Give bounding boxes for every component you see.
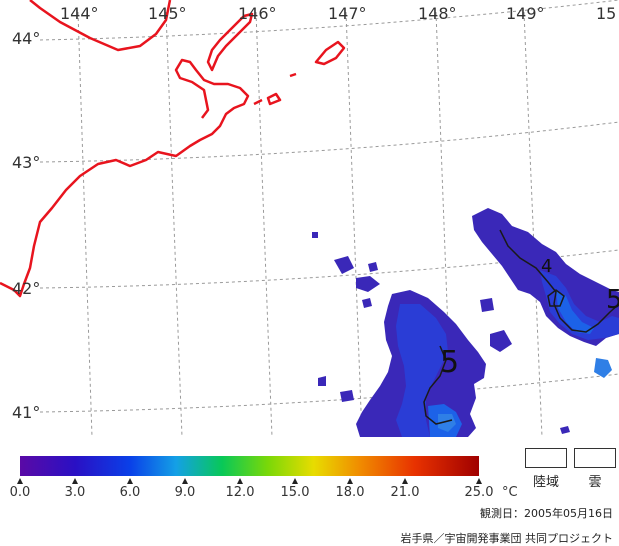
colorbar-tick-label: 6.0 <box>120 485 141 500</box>
colorbar-tick-label: 9.0 <box>175 485 196 500</box>
longitude-label: 148° <box>418 4 457 23</box>
contour-lines <box>423 229 619 425</box>
colorbar-tick-marks <box>17 478 482 484</box>
cloud-legend-label: 雲 <box>588 475 602 490</box>
land-legend-label: 陸域 <box>532 475 559 490</box>
contour-south <box>423 345 453 425</box>
latitude-label: 42° <box>12 279 40 298</box>
nemuro-coast <box>0 58 250 298</box>
colorbar-tick-label: 18.0 <box>336 485 365 500</box>
latitude-label: 44° <box>12 29 40 48</box>
longitude-label: 149° <box>506 4 545 23</box>
colorbar-tick-label: 15.0 <box>281 485 310 500</box>
contour-label: 4 <box>541 256 552 277</box>
credit-text: 岩手県／宇宙開発事業団 共同プロジェクト <box>400 532 614 545</box>
hokkaido-coast <box>29 0 172 52</box>
cloud-legend-swatch <box>574 448 616 468</box>
contour-label: 5 <box>606 285 619 315</box>
latitude-label: 41° <box>12 403 40 422</box>
habomai-islets <box>253 72 297 106</box>
colorbar-tick-label: 21.0 <box>391 485 420 500</box>
longitude-label: 147° <box>328 4 367 23</box>
observation-date: 観測日：2005年05月16日 <box>480 507 613 520</box>
longitude-label: 15 <box>596 4 616 23</box>
colorbar-tick-labels: 0.0 3.0 6.0 9.0 12.0 15.0 18.0 21.0 25.0 <box>10 485 494 500</box>
shikotan-coast <box>314 40 346 66</box>
colorbar <box>20 456 479 476</box>
coastline <box>0 0 346 298</box>
longitude-labels: 144° 145° 146° 147° 148° 149° 15 <box>60 4 616 23</box>
sst-patches <box>312 208 619 437</box>
contour-east-4 <box>499 229 619 333</box>
colorbar-tick-label: 12.0 <box>226 485 255 500</box>
colorbar-unit: °C <box>502 485 518 500</box>
latitude-labels: 44° 43° 42° 41° <box>12 29 40 422</box>
longitude-label: 145° <box>148 4 187 23</box>
contour-label: 5 <box>440 345 459 380</box>
colorbar-tick-label: 25.0 <box>465 485 494 500</box>
longitude-label: 144° <box>60 4 99 23</box>
contour-east-ring <box>547 289 565 307</box>
map-background <box>0 0 619 437</box>
kunashiri-coast <box>206 12 254 72</box>
longitude-label: 146° <box>238 4 277 23</box>
land-legend-swatch <box>525 448 567 468</box>
colorbar-tick-label: 3.0 <box>65 485 86 500</box>
colorbar-tick-label: 0.0 <box>10 485 31 500</box>
latitude-label: 43° <box>12 153 40 172</box>
